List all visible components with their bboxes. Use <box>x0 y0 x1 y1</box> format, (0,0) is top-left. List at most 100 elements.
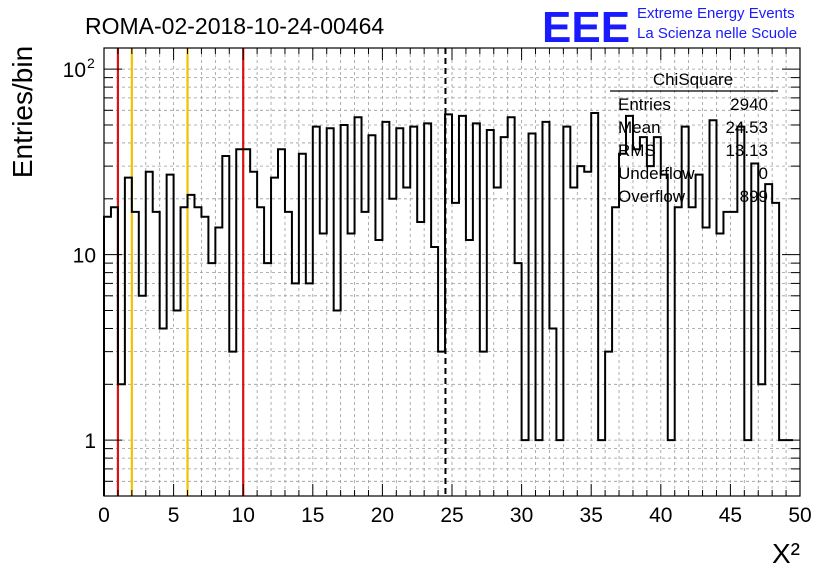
histogram-bin <box>661 175 668 496</box>
histogram-bin <box>508 117 515 496</box>
histogram-bin <box>584 172 591 496</box>
histogram-bin <box>222 156 229 496</box>
histogram-bin <box>591 113 598 496</box>
histogram-bin <box>271 178 278 496</box>
histogram-bin <box>772 203 779 496</box>
x-tick-label: 20 <box>371 504 394 527</box>
histogram-bin <box>730 212 737 496</box>
stats-value-underflow: 0 <box>759 164 768 183</box>
histogram-bin <box>160 328 167 496</box>
histogram-bin <box>515 263 522 496</box>
histogram-bin <box>710 120 717 496</box>
axis-ticks <box>103 48 801 496</box>
stats-value-entries: 2940 <box>730 95 768 114</box>
histogram-bin <box>348 234 355 496</box>
histogram-bin <box>146 172 153 496</box>
x-tick-label: 0 <box>98 504 110 527</box>
histogram-bin <box>563 127 570 496</box>
histogram-bin <box>765 184 772 496</box>
histogram-bin <box>132 212 139 496</box>
y-tick-label: 1 <box>84 430 96 453</box>
histogram-bin <box>438 352 445 496</box>
histogram-bin <box>167 175 174 496</box>
histogram-bin <box>501 137 508 496</box>
x-tick-label: 30 <box>510 504 533 527</box>
histogram-bin <box>417 222 424 496</box>
histogram-bin <box>598 440 605 496</box>
x-tick-label: 40 <box>649 504 672 527</box>
histogram-bin <box>250 172 257 496</box>
histogram-bin <box>549 328 556 496</box>
histogram-bin <box>452 203 459 496</box>
histogram-bin <box>278 149 285 496</box>
histogram-bin <box>612 207 619 496</box>
x-tick-label: 50 <box>788 504 811 527</box>
x-tick-label: 15 <box>301 504 324 527</box>
histogram-bin <box>313 127 320 496</box>
histogram-bin <box>236 149 243 496</box>
histogram-bin <box>522 440 529 496</box>
histogram-bin <box>459 116 466 496</box>
histogram-bin <box>466 240 473 496</box>
y-tick-label: 10 <box>63 59 86 82</box>
histogram-bin <box>201 217 208 496</box>
histogram-bin <box>570 188 577 496</box>
stats-label-underflow: Underflow <box>618 164 695 183</box>
y-axis-title: Entries/bin <box>7 46 38 178</box>
histogram-bin <box>751 163 758 496</box>
histogram-bin <box>647 166 654 496</box>
histogram-bin <box>389 199 396 496</box>
histogram-bin <box>779 440 786 496</box>
histogram-bin <box>285 212 292 496</box>
histogram-bin <box>668 440 675 496</box>
stats-label-mean: Mean <box>618 118 661 137</box>
x-tick-label: 35 <box>580 504 603 527</box>
histogram-bin <box>139 296 146 496</box>
histogram-bin <box>215 228 222 496</box>
stats-label-overflow: Overflow <box>618 187 686 206</box>
brand-line-2: La Scienza nelle Scuole <box>637 25 797 42</box>
histogram-bin <box>229 352 236 496</box>
histogram-bin <box>758 384 765 496</box>
histogram-bin <box>327 128 334 496</box>
x-tick-label: 45 <box>719 504 742 527</box>
histogram-bin <box>396 128 403 496</box>
histogram-bin <box>536 440 543 496</box>
histogram-bin <box>181 207 188 496</box>
histogram-bin <box>744 440 751 496</box>
histogram-bin <box>174 310 181 496</box>
histogram-bin <box>368 135 375 496</box>
histogram-bin <box>125 178 132 496</box>
histogram-bin <box>737 127 744 496</box>
histogram-bin <box>299 154 306 496</box>
histogram-bin <box>320 234 327 496</box>
histogram-bin <box>424 123 431 496</box>
histogram-bin <box>208 263 215 496</box>
histogram-bin <box>194 207 201 496</box>
histogram-bin <box>577 166 584 496</box>
histogram-bin <box>153 212 160 496</box>
histogram-bin <box>723 212 730 496</box>
histogram-bin <box>362 212 369 496</box>
histogram-bin <box>494 188 501 496</box>
histogram-bin <box>341 125 348 496</box>
histogram-bin <box>696 175 703 496</box>
histogram-bin <box>292 283 299 496</box>
histogram-bin <box>334 310 341 496</box>
histogram-bin <box>264 263 271 496</box>
y-tick-label: 10 <box>73 245 96 268</box>
histogram-bin <box>605 352 612 496</box>
stats-label-entries: Entries <box>618 95 671 114</box>
stats-box: ChiSquare Entries 2940 Mean 24.53 RMS 13… <box>610 70 778 206</box>
histogram-bin <box>431 247 438 496</box>
x-tick-label: 10 <box>232 504 255 527</box>
histogram-bin <box>257 207 264 496</box>
histogram-bin <box>445 114 452 496</box>
histogram-bin <box>375 240 382 496</box>
brand-line-1: Extreme Energy Events <box>637 5 795 22</box>
x-tick-labels: 0 5 10 15 20 25 30 35 40 45 50 <box>98 504 812 527</box>
histogram-bin <box>104 217 111 496</box>
stats-value-overflow: 899 <box>740 187 768 206</box>
